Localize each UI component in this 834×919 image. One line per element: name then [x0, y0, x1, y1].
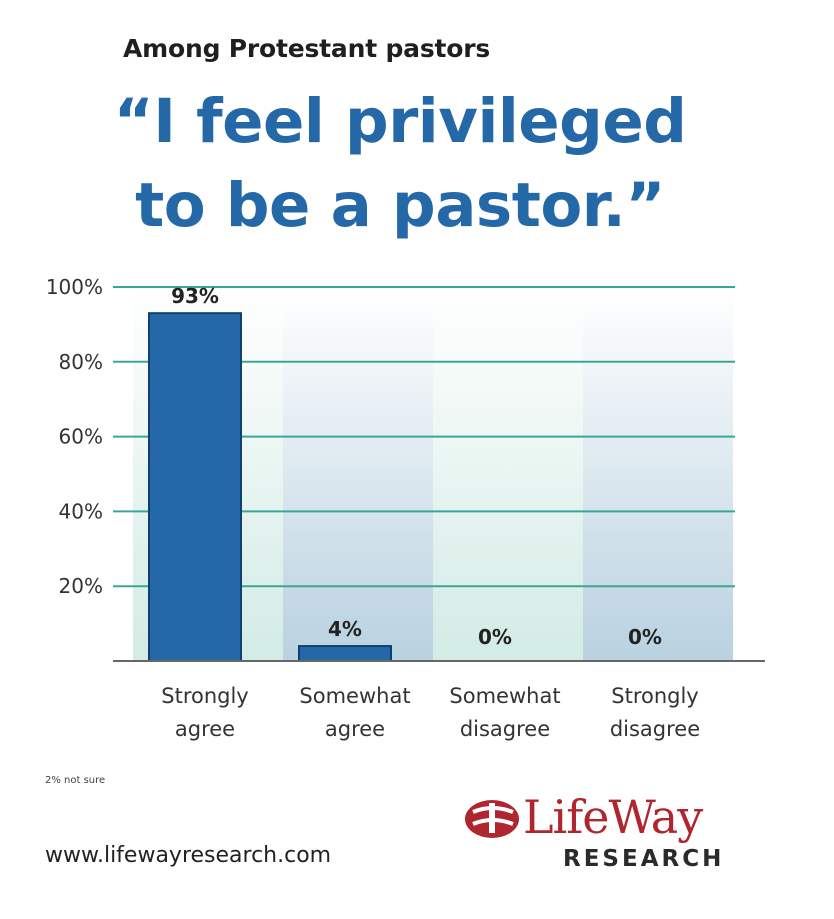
y-tick-label: 100%: [46, 275, 103, 299]
title-line-2: to be a pastor.”: [135, 170, 665, 241]
bar[interactable]: [298, 645, 392, 663]
bar-chart: 20% 40% 60% 80% 100% 93% 4% 0% 0% Strongly agree…: [0, 255, 834, 759]
chart-subtitle: Among Protestant pastors: [123, 34, 491, 63]
data-label: 0%: [628, 625, 662, 649]
data-label: 0%: [478, 625, 512, 649]
x-tick-label: Strongly: [611, 684, 699, 708]
title-line-1: “I feel privileged: [113, 86, 687, 157]
y-tick-label: 60%: [59, 425, 103, 449]
column-band: [583, 287, 733, 661]
x-tick-label: Somewhat: [449, 684, 560, 708]
x-tick-label: disagree: [460, 717, 550, 741]
website-url[interactable]: www.lifewayresearch.com: [45, 843, 332, 868]
y-tick-label: 20%: [59, 574, 103, 598]
x-tick-label: Strongly: [161, 684, 249, 708]
x-tick-label: disagree: [610, 717, 700, 741]
x-tick-label: agree: [175, 717, 235, 741]
logo-subtext: RESEARCH: [563, 846, 725, 872]
data-label: 4%: [328, 617, 362, 641]
chart-title: “I feel privileged to be a pastor.”: [80, 80, 720, 248]
logo-wordmark: LifeWay: [523, 790, 703, 844]
data-label: 93%: [171, 284, 219, 308]
lifeway-logo: LifeWay RESEARCH: [463, 790, 743, 875]
y-tick-label: 40%: [59, 499, 103, 523]
chart-svg: 20% 40% 60% 80% 100% 93% 4% 0% 0% Strongly agree…: [46, 275, 765, 741]
x-tick-label: agree: [325, 717, 385, 741]
logo-mark-icon: [465, 800, 519, 838]
x-tick-label: Somewhat: [299, 684, 410, 708]
column-band: [433, 287, 583, 661]
y-tick-label: 80%: [59, 350, 103, 374]
column-band: [283, 287, 433, 661]
footnote: 2% not sure: [45, 775, 106, 786]
bar[interactable]: [148, 312, 242, 663]
